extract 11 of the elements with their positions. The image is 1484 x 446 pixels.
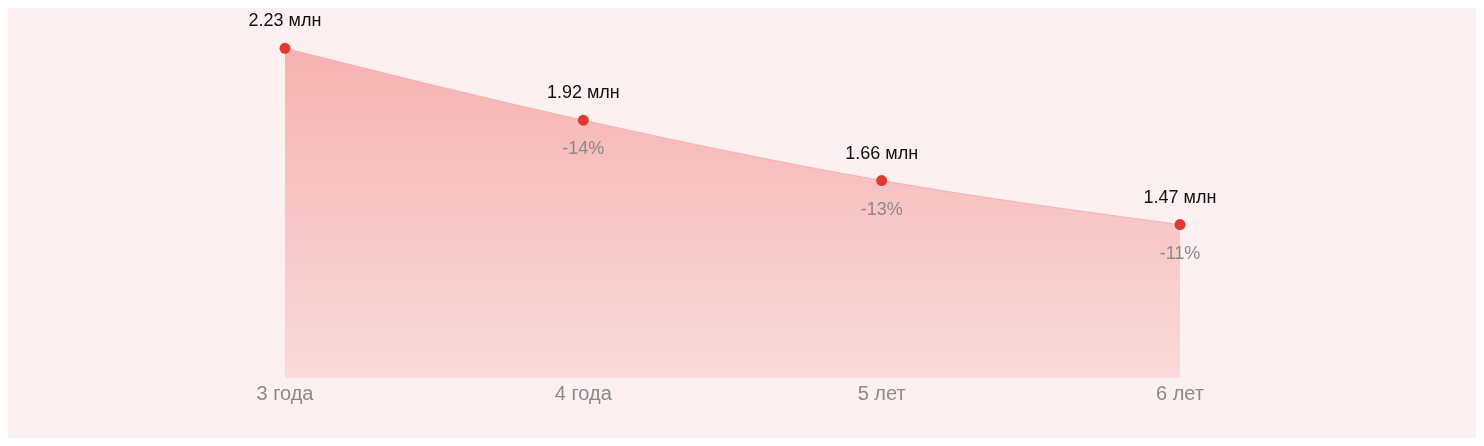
x-tick-label: 4 года	[554, 382, 613, 405]
annotation: -14%	[562, 138, 605, 159]
x-tick-label: 5 лет	[857, 382, 906, 405]
data-label: 1.66 млн	[845, 142, 919, 163]
x-tick-label: 6 лет	[1156, 382, 1204, 405]
data-label: 2.23 млн	[248, 10, 322, 31]
x-tick-label: 3 года	[256, 382, 315, 405]
data-label: 1.47 млн	[1143, 186, 1217, 207]
annotation: -11%	[1159, 242, 1201, 263]
data-label: 1.92 млн	[546, 82, 620, 103]
annotation: -13%	[860, 198, 903, 219]
